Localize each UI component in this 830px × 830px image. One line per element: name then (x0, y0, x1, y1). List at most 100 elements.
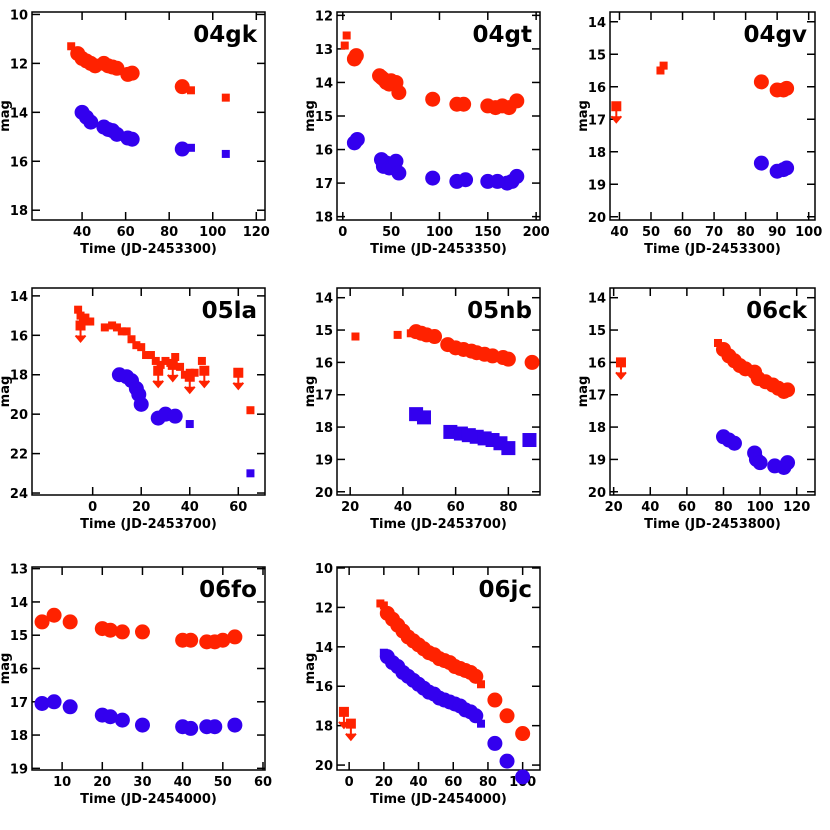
x-tick-label: 60 (117, 225, 135, 240)
data-point (117, 327, 126, 336)
data-point (515, 726, 531, 742)
data-point (499, 708, 515, 724)
data-point (427, 329, 443, 345)
data-point (499, 753, 515, 769)
data-point (114, 712, 130, 728)
data-point (183, 632, 199, 648)
panel: 20 40 60 80 100 120 14 15 16 17 18 19 20 Time (JD-245… (576, 287, 816, 532)
data-point (142, 351, 151, 360)
data-point (108, 321, 117, 330)
data-point (477, 680, 486, 689)
x-tick-label: 40 (410, 775, 428, 790)
data-point (509, 168, 525, 184)
upper-limit (152, 365, 164, 389)
data-point (351, 332, 360, 341)
data-point (102, 622, 118, 638)
x-tick-label: 40 (73, 225, 91, 240)
data-point (342, 31, 351, 40)
data-point (127, 335, 136, 344)
x-tick-label: 70 (705, 225, 723, 240)
y-tick-label: 20 (10, 408, 28, 423)
data-point (34, 614, 50, 630)
y-tick-label: 22 (10, 448, 28, 463)
data-point (349, 131, 365, 147)
data-point (393, 330, 402, 339)
data-point (156, 360, 165, 369)
panel-title: 04gk (193, 22, 257, 48)
panel-title: 05la (202, 298, 257, 324)
data-point (207, 719, 223, 735)
y-tick-label: 14 (588, 292, 606, 307)
y-tick-label: 12 (10, 57, 28, 72)
data-point (443, 424, 458, 439)
x-tick-label: 20 (375, 775, 393, 790)
data-point (83, 114, 99, 130)
y-tick-label: 20 (588, 211, 606, 226)
plot-frame (336, 287, 541, 496)
x-tick-label: 80 (714, 500, 732, 515)
x-tick-label: 90 (768, 225, 786, 240)
data-point (391, 85, 407, 101)
y-tick-label: 14 (10, 596, 28, 611)
data-point (124, 65, 140, 81)
x-tick-label: 80 (499, 500, 517, 515)
y-tick-label: 10 (10, 8, 28, 23)
y-tick-label: 16 (315, 356, 333, 371)
data-point (659, 61, 668, 70)
data-point (246, 469, 255, 478)
x-tick-label: 100 (426, 225, 453, 240)
data-point (752, 455, 768, 471)
y-tick-label: 18 (588, 421, 606, 436)
y-tick-label: 17 (10, 696, 28, 711)
y-tick-label: 18 (10, 204, 28, 219)
data-point (779, 160, 795, 176)
y-tick-label: 18 (10, 729, 28, 744)
data-point (500, 351, 516, 367)
x-axis-label: Time (JD-2453700) (370, 517, 507, 532)
x-axis-label: Time (JD-2453300) (644, 242, 781, 257)
data-point (391, 165, 407, 181)
data-point (246, 406, 255, 415)
x-tick-label: 40 (394, 500, 412, 515)
x-tick-label: 40 (610, 225, 628, 240)
x-tick-label: 20 (93, 775, 111, 790)
data-point (67, 42, 76, 51)
x-tick-label: 40 (641, 500, 659, 515)
x-tick-label: 80 (737, 225, 755, 240)
data-point (753, 155, 769, 171)
data-point (183, 720, 199, 736)
y-tick-label: 15 (588, 324, 606, 339)
data-point (779, 80, 795, 96)
data-point (425, 91, 441, 107)
x-tick-label: 60 (444, 775, 462, 790)
panel-title: 05nb (467, 298, 532, 324)
data-point (726, 435, 742, 451)
x-tick-label: 80 (479, 775, 497, 790)
panel: 0 50 100 150 200 12 13 14 15 16 17 18 Time (JD-24533… (303, 9, 550, 257)
y-tick-label: 14 (588, 16, 606, 31)
data-point (780, 382, 796, 398)
data-point (112, 323, 121, 332)
data-point (161, 356, 170, 365)
data-point (174, 141, 190, 157)
data-point (340, 41, 349, 50)
x-tick-label: 60 (678, 500, 696, 515)
x-tick-label: 80 (160, 225, 178, 240)
data-point (46, 607, 62, 623)
y-tick-label: 19 (10, 762, 28, 777)
x-tick-label: 30 (133, 775, 151, 790)
data-point (34, 695, 50, 711)
data-point (227, 717, 243, 733)
data-point (524, 354, 540, 370)
y-tick-label: 15 (10, 629, 28, 644)
data-point (137, 343, 146, 352)
data-point (379, 601, 388, 610)
y-tick-label: 17 (588, 389, 606, 404)
y-tick-label: 16 (10, 329, 28, 344)
data-point (227, 629, 243, 645)
y-tick-label: 15 (315, 110, 333, 125)
y-tick-label: 14 (315, 292, 333, 307)
y-tick-label: 14 (315, 76, 333, 91)
x-tick-label: 50 (642, 225, 660, 240)
